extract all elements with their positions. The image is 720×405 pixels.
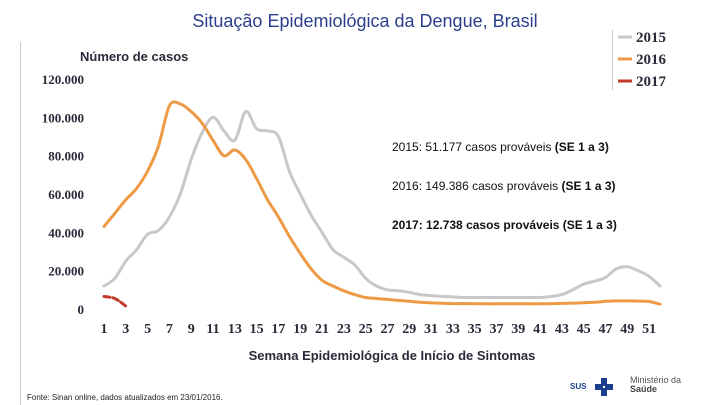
x-tick-label: 7: [166, 322, 173, 337]
x-tick-label: 11: [206, 322, 219, 337]
right-divider: [612, 30, 613, 90]
x-tick-label: 19: [293, 322, 307, 337]
x-tick-label: 49: [620, 322, 634, 337]
x-tick-label: 47: [598, 322, 612, 337]
series-line-2016: [102, 100, 662, 306]
x-tick-label: 45: [577, 322, 591, 337]
annotation-2016: 2016: 149.386 casos prováveis (SE 1 a 3): [392, 179, 616, 193]
y-tick-label: 80.000: [48, 149, 84, 164]
annotation-2017: 2017: 12.738 casos prováveis (SE 1 a 3): [392, 218, 617, 232]
ministry-line-1: Ministério da: [630, 375, 682, 385]
ministry-name: Ministério da Saúde: [630, 376, 681, 394]
sus-cross-icon: [595, 378, 613, 396]
y-axis-label: Número de casos: [80, 49, 188, 64]
x-tick-label: 25: [359, 322, 373, 337]
x-tick-label: 1: [101, 322, 108, 337]
y-tick-label: 100.000: [42, 110, 84, 125]
x-tick-label: 29: [402, 322, 416, 337]
x-tick-label: 41: [533, 322, 547, 337]
x-tick-label: 3: [122, 322, 129, 337]
ministry-logo: SUS Ministério da Saúde: [570, 375, 710, 403]
x-tick-label: 21: [315, 322, 329, 337]
x-tick-label: 51: [642, 322, 656, 337]
series-line-2015: [102, 110, 662, 300]
x-tick-label: 5: [144, 322, 151, 337]
x-tick-label: 33: [446, 322, 460, 337]
x-tick-label: 37: [489, 322, 503, 337]
legend-label-2016: 2016: [636, 52, 667, 68]
x-tick-label: 31: [424, 322, 438, 337]
source-footer: Fonte: Sinan online, dados atualizados e…: [27, 393, 223, 402]
series-line-2017: [102, 295, 128, 308]
x-tick-label: 17: [271, 322, 285, 337]
x-tick-label: 39: [511, 322, 525, 337]
legend-label-2017: 2017: [636, 74, 667, 90]
y-tick-label: 60.000: [48, 187, 84, 202]
y-tick-label: 40.000: [48, 225, 84, 240]
sus-label: SUS: [570, 382, 587, 391]
x-tick-label: 15: [250, 322, 264, 337]
y-tick-label: 0: [78, 302, 85, 317]
annotation-2015: 2015: 51.177 casos prováveis (SE 1 a 3): [392, 140, 609, 154]
ministry-line-2: Saúde: [630, 384, 658, 394]
y-tick-label: 20.000: [48, 264, 84, 279]
left-divider: [20, 42, 21, 405]
legend-label-2015: 2015: [636, 30, 666, 46]
x-tick-label: 9: [188, 322, 195, 337]
page-title: Situação Epidemiológica da Dengue, Brasi…: [192, 11, 538, 31]
x-tick-label: 23: [337, 322, 351, 337]
x-tick-label: 43: [555, 322, 569, 337]
y-tick-label: 120.000: [42, 72, 84, 87]
x-tick-label: 27: [380, 322, 394, 337]
x-tick-label: 13: [228, 322, 242, 337]
x-axis-label: Semana Epidemiológica de Início de Sinto…: [249, 348, 536, 363]
x-tick-label: 35: [468, 322, 482, 337]
